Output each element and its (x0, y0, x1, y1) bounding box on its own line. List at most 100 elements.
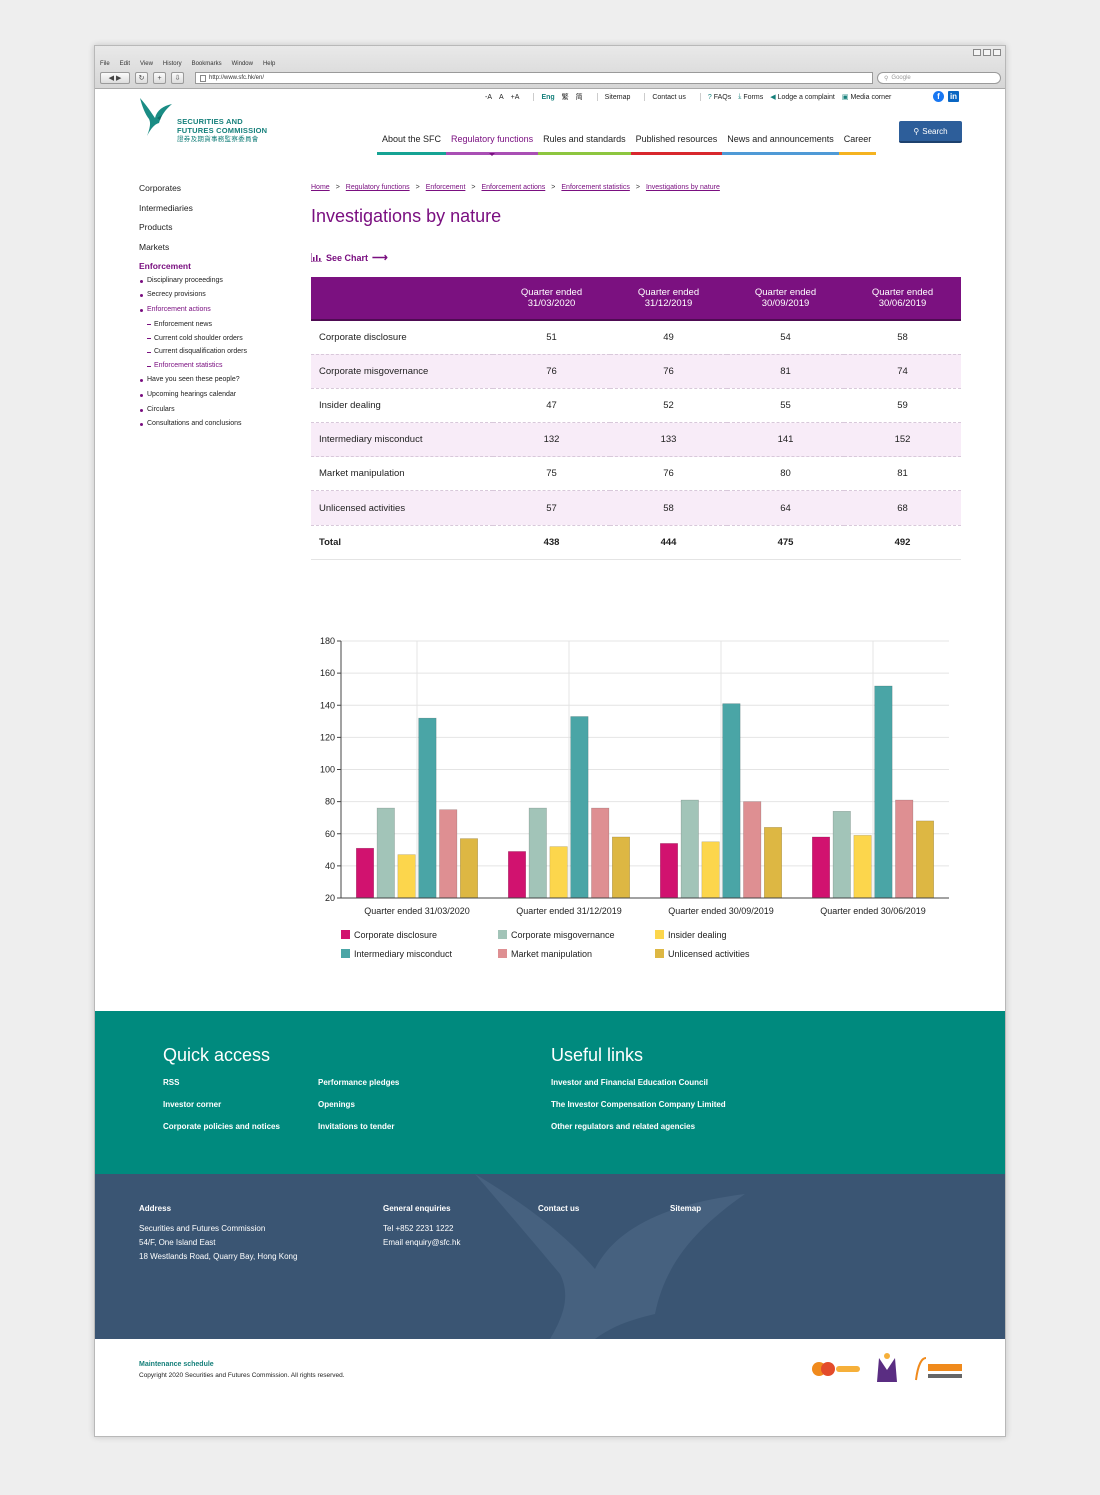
quick-link-openings[interactable]: Openings (318, 1100, 355, 1109)
sidebar-item-cold-shoulder[interactable]: Current cold shoulder orders (139, 335, 279, 349)
menu-history[interactable]: History (162, 61, 182, 67)
facebook-icon[interactable]: f (933, 91, 944, 102)
quick-link-rss[interactable]: RSS (163, 1078, 180, 1087)
minimize-icon[interactable] (973, 49, 981, 56)
breadcrumb-enforcement-actions[interactable]: Enforcement actions (481, 184, 546, 191)
useful-link-icc[interactable]: The Investor Compensation Company Limite… (551, 1100, 726, 1109)
see-chart-link[interactable]: See Chart ⟶ (311, 251, 388, 264)
menu-window[interactable]: Window (231, 61, 253, 67)
contact-link[interactable]: Contact us (652, 93, 686, 101)
menu-bookmarks[interactable]: Bookmarks (191, 61, 222, 67)
logo-text-line1: SECURITIES AND (177, 117, 243, 126)
legend-label: Market manipulation (511, 949, 592, 959)
enquiries-text: Tel +852 2231 1222 Email enquiry@sfc.hk (383, 1222, 460, 1250)
sidebar-item-enforcement[interactable]: Enforcement (139, 261, 191, 271)
enquiries-tel[interactable]: Tel +852 2231 1222 (383, 1224, 454, 1233)
sidebar-item-intermediaries[interactable]: Intermediaries (139, 202, 193, 213)
linkedin-icon[interactable]: in (948, 91, 959, 102)
table-cell: 76 (493, 354, 610, 389)
lang-english[interactable]: Eng (541, 93, 555, 101)
close-icon[interactable] (993, 49, 1001, 56)
media-corner-link[interactable]: ▣ Media corner (842, 93, 892, 102)
maximize-icon[interactable] (983, 49, 991, 56)
footer-sitemap-link[interactable]: Sitemap (670, 1204, 702, 1213)
menu-help[interactable]: Help (262, 61, 276, 67)
breadcrumb-enforcement-statistics[interactable]: Enforcement statistics (561, 184, 630, 191)
sidebar-item-enforcement-actions[interactable]: Enforcement actions (139, 306, 279, 321)
back-forward-button[interactable]: ◀ ▶ (100, 72, 130, 84)
forward-icon[interactable]: ▶ (115, 74, 122, 82)
breadcrumb-current[interactable]: Investigations by nature (645, 184, 720, 191)
footer-contact-link[interactable]: Contact us (538, 1204, 580, 1213)
download-icon: ⤓ (738, 93, 742, 100)
breadcrumb-enforcement[interactable]: Enforcement (425, 184, 466, 191)
table-row: Market manipulation 75 76 80 81 (311, 456, 961, 492)
download-button[interactable]: ⇩ (171, 72, 184, 84)
sidebar-item-markets[interactable]: Markets (139, 241, 170, 252)
nav-about[interactable]: About the SFC (377, 132, 447, 155)
nav-career[interactable]: Career (838, 132, 877, 155)
reload-button[interactable]: ↻ (135, 72, 148, 84)
header-q3-date: 30/09/2019 (761, 298, 810, 309)
nav-rules-standards[interactable]: Rules and standards (538, 132, 631, 155)
nav-regulatory-functions[interactable]: Regulatory functions (446, 132, 539, 156)
search-label: Search (922, 126, 948, 136)
menu-view[interactable]: View (140, 61, 153, 67)
sidebar-item-products[interactable]: Products (139, 222, 173, 232)
font-size-increase[interactable]: +A (510, 93, 520, 101)
breadcrumb-home[interactable]: Home (311, 184, 330, 191)
sidebar-item-seen-these-people[interactable]: Have you seen these people? (139, 376, 279, 391)
url-bar[interactable]: http://www.sfc.hk/en/ (195, 72, 873, 84)
faqs-link[interactable]: ? FAQs (708, 94, 731, 101)
forms-link[interactable]: ⤓ Forms (738, 93, 763, 101)
breadcrumb-regulatory-functions[interactable]: Regulatory functions (345, 184, 410, 191)
address-section: Address Securities and Futures Commissio… (95, 1174, 1005, 1339)
lang-simplified-chinese[interactable]: 简 (575, 94, 583, 101)
nav-news[interactable]: News and announcements (722, 132, 839, 155)
breadcrumb-separator: > (471, 184, 476, 191)
sitemap-link[interactable]: Sitemap (604, 93, 631, 101)
quick-link-performance-pledges[interactable]: Performance pledges (318, 1078, 400, 1087)
sidebar-item-corporates[interactable]: Corporates (139, 183, 182, 193)
bar-corporate-disclosure (508, 851, 526, 899)
sidebar-item-disqualification[interactable]: Current disqualification orders (139, 348, 279, 362)
sidebar-item-circulars[interactable]: Circulars (139, 406, 279, 421)
sidebar-item-hearings-calendar[interactable]: Upcoming hearings calendar (139, 391, 279, 406)
menu-file[interactable]: File (100, 61, 110, 67)
sidebar-item-secrecy[interactable]: Secrecy provisions (139, 291, 279, 306)
sidebar-item-disciplinary[interactable]: Disciplinary proceedings (139, 277, 279, 292)
row-label: Insider dealing (311, 388, 493, 424)
table-row: Unlicensed activities 57 58 64 68 (311, 490, 961, 526)
quick-link-investor-corner[interactable]: Investor corner (163, 1100, 222, 1109)
complaint-link[interactable]: ◀ Lodge a complaint (770, 93, 835, 102)
url-text[interactable]: http://www.sfc.hk/en/ (209, 75, 265, 81)
sidebar-item-consultations[interactable]: Consultations and conclusions (139, 420, 279, 435)
y-tick-label: 140 (320, 700, 335, 710)
media-label: Media corner (850, 93, 892, 101)
sfc-logo[interactable]: SECURITIES AND FUTURES COMMISSION 證券及期貨事… (139, 96, 267, 144)
table-cell: 57 (493, 490, 610, 526)
search-button[interactable]: ⚲ Search (899, 121, 962, 143)
back-icon[interactable]: ◀ (108, 74, 115, 82)
font-size-normal[interactable]: A (499, 93, 504, 101)
browser-search-field[interactable]: ⚲ Google (877, 72, 1001, 84)
useful-link-ifec[interactable]: Investor and Financial Education Council (551, 1078, 708, 1087)
bar-corporate-disclosure (812, 836, 830, 899)
breadcrumb-separator: > (415, 184, 420, 191)
browser-search-placeholder: Google (891, 75, 911, 81)
x-tick-label: Quarter ended 30/09/2019 (668, 906, 774, 916)
useful-link-regulators[interactable]: Other regulators and related agencies (551, 1122, 696, 1131)
quick-link-corporate-policies[interactable]: Corporate policies and notices (163, 1122, 280, 1131)
lang-traditional-chinese[interactable]: 繁 (561, 94, 569, 101)
enquiries-email[interactable]: Email enquiry@sfc.hk (383, 1238, 461, 1247)
font-size-decrease[interactable]: -A (485, 93, 492, 101)
maintenance-schedule-link[interactable]: Maintenance schedule (139, 1361, 214, 1368)
award-badges (810, 1352, 964, 1386)
sidebar-item-enforcement-statistics[interactable]: Enforcement statistics (139, 362, 279, 376)
sidebar-item-enforcement-news[interactable]: Enforcement news (139, 321, 279, 335)
menu-edit[interactable]: Edit (119, 61, 131, 67)
quick-link-tender[interactable]: Invitations to tender (318, 1122, 395, 1131)
nav-published-resources[interactable]: Published resources (630, 132, 723, 155)
header-q2-line1: Quarter ended (637, 287, 700, 298)
new-tab-button[interactable]: + (153, 72, 166, 84)
